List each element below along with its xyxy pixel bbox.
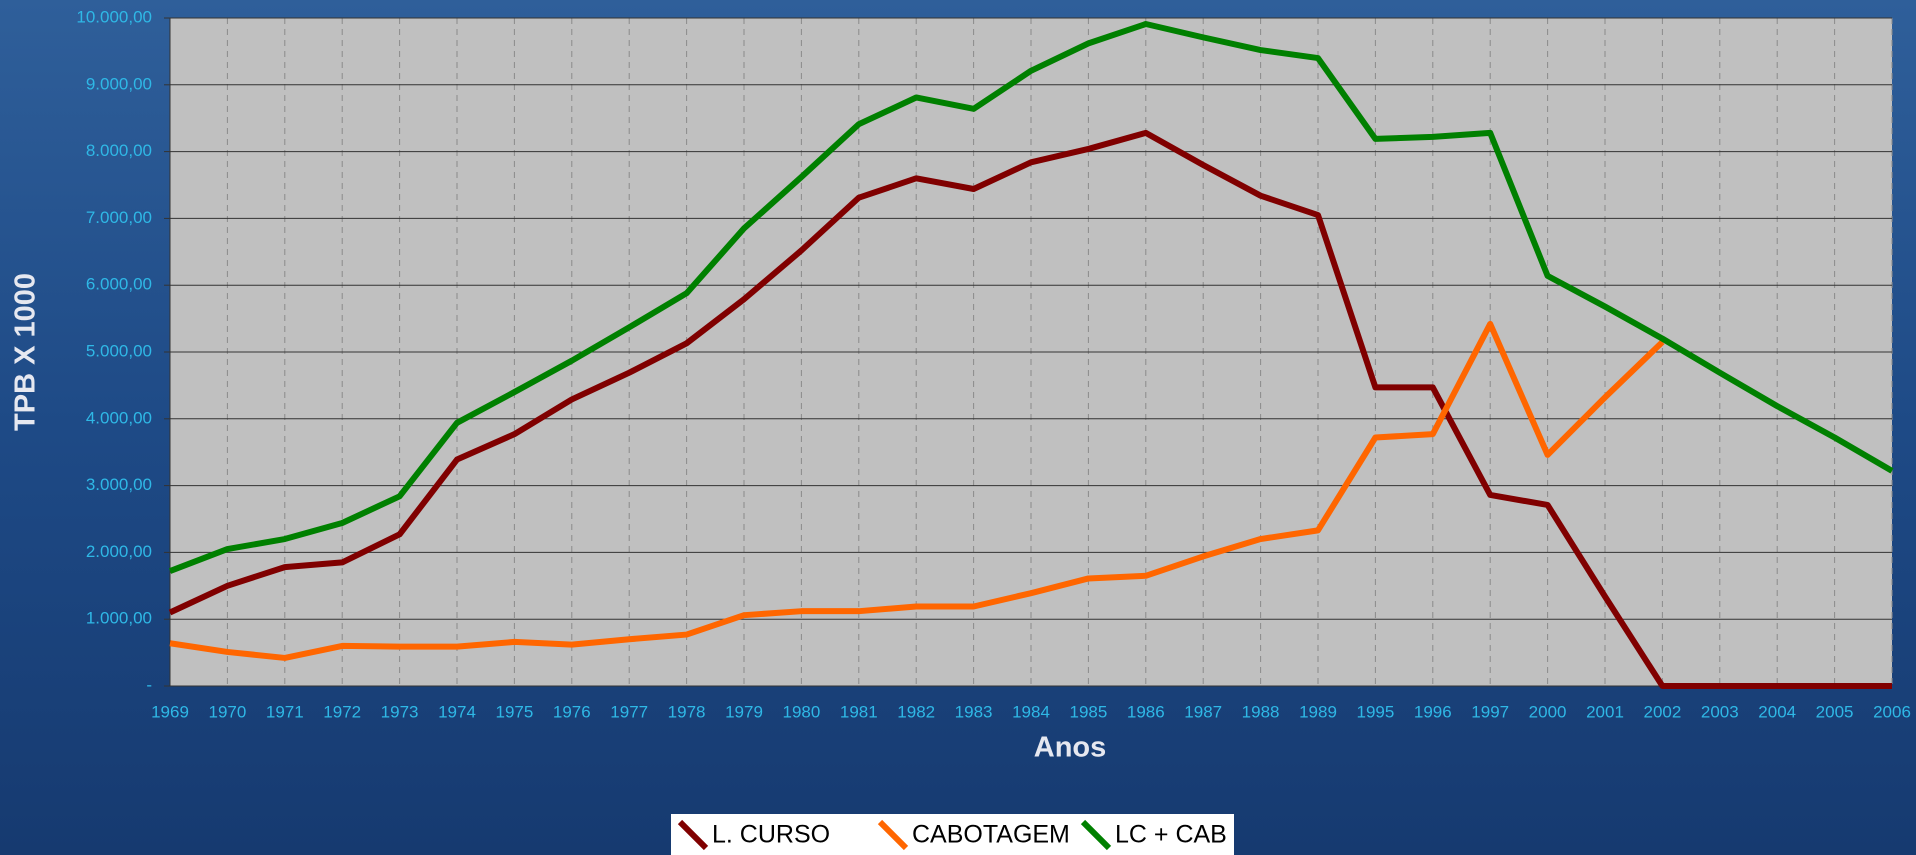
x-tick-label: 1972 (323, 702, 361, 721)
series-line (168, 129, 1892, 689)
x-tick-label: 1984 (1012, 702, 1050, 721)
x-tick-label: 2003 (1701, 702, 1739, 721)
y-tick-label: 7.000,00 (86, 208, 152, 227)
y-tick-label: 5.000,00 (86, 341, 152, 360)
series-line (169, 320, 1665, 661)
x-tick-label: 1988 (1242, 702, 1280, 721)
x-tick-label: 1995 (1356, 702, 1394, 721)
legend-swatch (677, 819, 709, 851)
x-axis-title: Anos (1034, 732, 1107, 764)
x-tick-label: 1987 (1184, 702, 1222, 721)
x-tick-label: 1982 (897, 702, 935, 721)
x-tick-label: 2000 (1529, 702, 1567, 721)
x-tick-label: 1989 (1299, 702, 1337, 721)
x-tick-label: 2005 (1816, 702, 1854, 721)
y-tick-label: 4.000,00 (86, 408, 152, 427)
x-tick-label: 1983 (955, 702, 993, 721)
x-tick-label: 2002 (1643, 702, 1681, 721)
x-tick-label: 2004 (1758, 702, 1796, 721)
legend-label: LC + CAB (1115, 821, 1227, 849)
x-tick-label: 1969 (151, 702, 189, 721)
y-tick-label: 10.000,00 (76, 7, 152, 26)
legend-label: CABOTAGEM (912, 821, 1070, 849)
series-line (168, 21, 1894, 574)
y-tick-label: 8.000,00 (86, 141, 152, 160)
x-tick-label: 1977 (610, 702, 648, 721)
x-tick-label: 1986 (1127, 702, 1165, 721)
x-tick-label: 1975 (495, 702, 533, 721)
x-tick-label: 1996 (1414, 702, 1452, 721)
legend-swatch (1080, 819, 1112, 851)
y-tick-label: 1.000,00 (86, 609, 152, 628)
x-tick-label: 1979 (725, 702, 763, 721)
x-tick-label: 2006 (1873, 702, 1911, 721)
legend-label: L. CURSO (712, 821, 830, 849)
y-tick-label: 6.000,00 (86, 275, 152, 294)
y-tick-label: 3.000,00 (86, 475, 152, 494)
x-tick-label: 1971 (266, 702, 304, 721)
x-tick-label: 1970 (208, 702, 246, 721)
x-tick-label: 1978 (668, 702, 706, 721)
x-tick-label: 1997 (1471, 702, 1509, 721)
x-tick-label: 1985 (1069, 702, 1107, 721)
y-tick-label: 2.000,00 (86, 542, 152, 561)
legend-swatch (877, 819, 909, 851)
x-tick-label: 1981 (840, 702, 878, 721)
x-tick-label: 1973 (381, 702, 419, 721)
x-tick-label: 2001 (1586, 702, 1624, 721)
x-tick-label: 1974 (438, 702, 476, 721)
legend (671, 814, 1234, 855)
x-tick-label: 1976 (553, 702, 591, 721)
y-tick-label: - (146, 675, 152, 694)
y-tick-label: 9.000,00 (86, 74, 152, 93)
x-tick-label: 1980 (782, 702, 820, 721)
y-axis-title: TPB X 1000 (10, 273, 42, 431)
